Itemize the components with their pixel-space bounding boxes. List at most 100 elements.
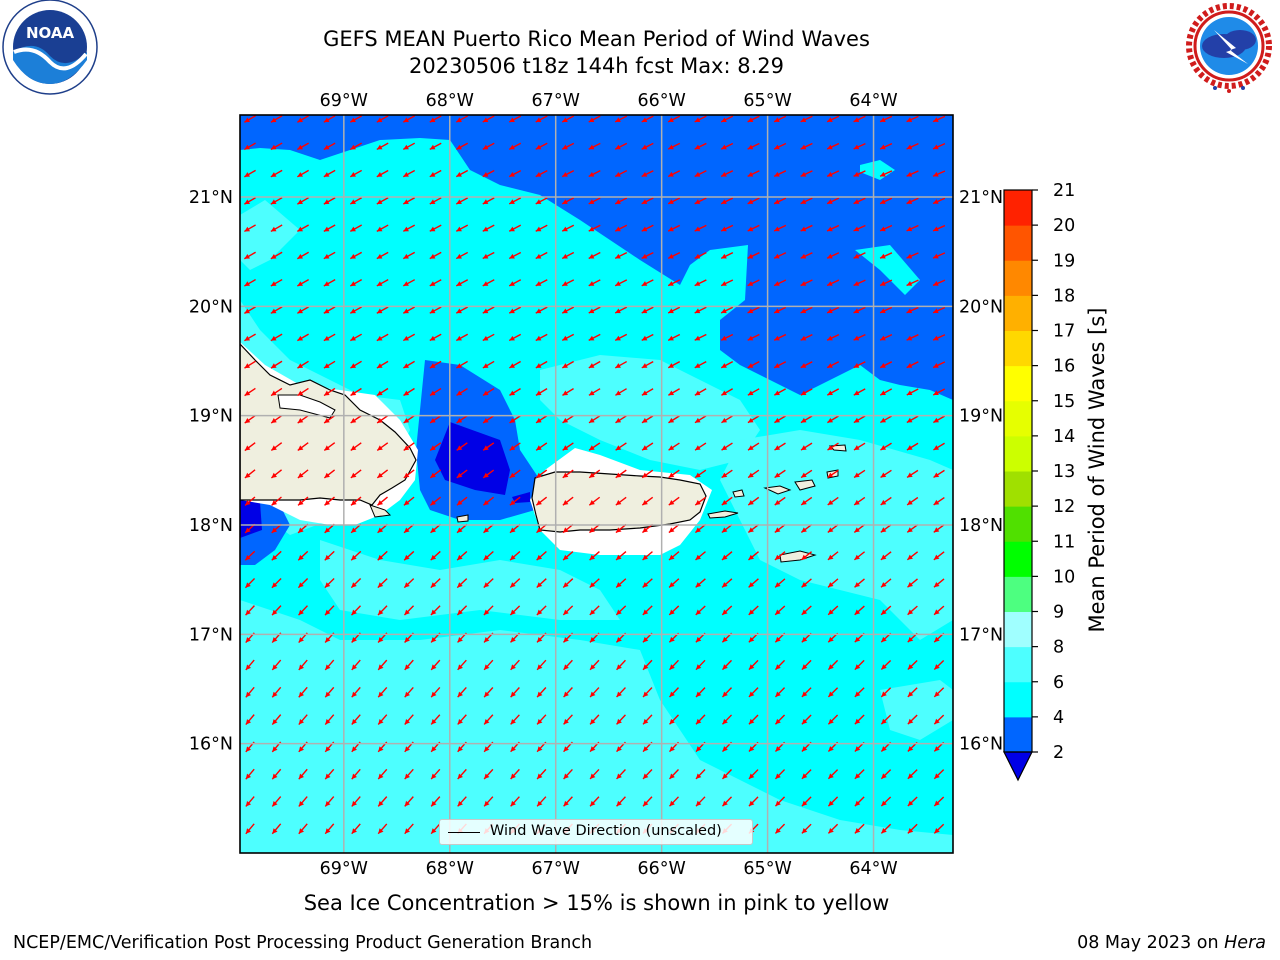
wind-arrow (827, 524, 839, 533)
wind-arrow (801, 551, 812, 561)
wind-arrow (933, 578, 945, 588)
wind-arrow (404, 796, 414, 807)
wind-arrow (535, 142, 548, 150)
wind-arrow (616, 687, 626, 698)
wind-arrow (296, 169, 310, 178)
wind-arrow (324, 496, 335, 506)
map-tick-labels: 69°W 69°W 68°W 68°W 67°W 67°W 66°W 66°W 65°W 65°W… (189, 91, 1003, 879)
lat-tick-label-left: 21°N (189, 188, 233, 208)
wind-arrow (800, 333, 813, 341)
wind-arrow (456, 550, 468, 561)
wind-arrow (482, 333, 495, 342)
colorbar-tick-label: 18 (1053, 286, 1075, 306)
wind-arrow (801, 659, 812, 671)
wind-arrow (774, 659, 786, 671)
wind-arrow (853, 469, 866, 479)
wind-arrow (694, 333, 707, 341)
wind-arrow (642, 551, 653, 561)
wind-arrow (907, 823, 918, 834)
wind-arrow (879, 197, 893, 205)
wind-arrow (907, 796, 918, 807)
colorbar-segment (1004, 471, 1032, 507)
wind-arrow (906, 224, 919, 232)
wind-arrow (748, 687, 759, 698)
wind-arrow (297, 496, 309, 506)
colorbar-segment (1004, 716, 1032, 753)
wind-arrow (589, 578, 600, 588)
wind-arrow (694, 442, 707, 451)
colorbar-segment (1004, 400, 1032, 437)
wind-arrow (297, 333, 309, 342)
wind-arrow (880, 823, 892, 834)
wind-arrow (614, 306, 628, 314)
wind-arrow (562, 578, 574, 589)
wind-arrow (774, 578, 786, 588)
wind-arrow (720, 197, 734, 205)
wind-arrow (376, 360, 389, 369)
colorbar-segment (1004, 295, 1032, 331)
map-gridlines (240, 115, 953, 853)
wind-arrow (455, 251, 469, 260)
wind-arrow (826, 361, 840, 369)
colorbar-segment (1004, 611, 1032, 648)
wind-arrow (827, 659, 839, 671)
wind-arrow (403, 496, 415, 506)
wind-arrow (773, 361, 787, 369)
wind-arrow (800, 224, 813, 232)
wind-arrow (324, 686, 335, 698)
wind-arrow (589, 687, 600, 698)
wind-arrow (588, 415, 601, 424)
wind-arrow (589, 551, 600, 561)
wind-arrow (244, 414, 256, 424)
wind-arrow (270, 115, 283, 123)
wind-arrow (402, 333, 416, 342)
wind-arrow (509, 550, 521, 561)
wind-arrow (800, 442, 813, 451)
wind-arrow (616, 796, 626, 807)
wind-arrow (695, 769, 706, 780)
wind-arrow (483, 550, 494, 561)
wind-arrow (270, 442, 283, 452)
wind-arrow (483, 768, 494, 780)
wind-arrow (376, 197, 389, 205)
wind-arrow (668, 551, 680, 561)
wind-arrow (906, 142, 919, 150)
wind-arrow (429, 224, 442, 232)
wind-arrow (298, 796, 308, 807)
wind-arrow (535, 279, 548, 287)
wind-arrow (298, 605, 308, 616)
wind-arrow (694, 170, 707, 178)
wind-arrow (906, 197, 919, 205)
wind-arrow (854, 687, 865, 698)
wind-arrow (720, 361, 734, 369)
wind-arrow (297, 360, 309, 369)
wind-arrow (508, 251, 522, 260)
wind-arrow (614, 197, 628, 205)
wind-arrow (298, 768, 308, 780)
wind-arrow (695, 578, 706, 588)
wind-arrow (404, 768, 414, 780)
wind-arrow (774, 551, 786, 561)
wind-arrow (244, 169, 256, 178)
wind-arrow (932, 334, 946, 341)
wind-arrow (880, 551, 892, 561)
wind-arrow (296, 197, 310, 205)
wind-arrow (297, 442, 309, 452)
wind-arrow (510, 714, 520, 725)
wind-arrow (403, 415, 415, 424)
wind-arrow (694, 197, 707, 205)
wind-arrow (429, 442, 442, 451)
wind-arrow (510, 796, 520, 807)
wind-arrow (455, 169, 469, 178)
wind-arrow (615, 415, 627, 424)
wind-arrow (641, 360, 654, 369)
wind-arrow (536, 796, 547, 807)
wind-arrow (694, 224, 707, 232)
wind-arrow (880, 796, 892, 807)
wind-arrow (748, 605, 759, 616)
wind-arrow (350, 469, 362, 479)
wind-arrow (324, 659, 335, 671)
wind-arrow (695, 796, 706, 807)
wind-arrow (271, 823, 282, 835)
